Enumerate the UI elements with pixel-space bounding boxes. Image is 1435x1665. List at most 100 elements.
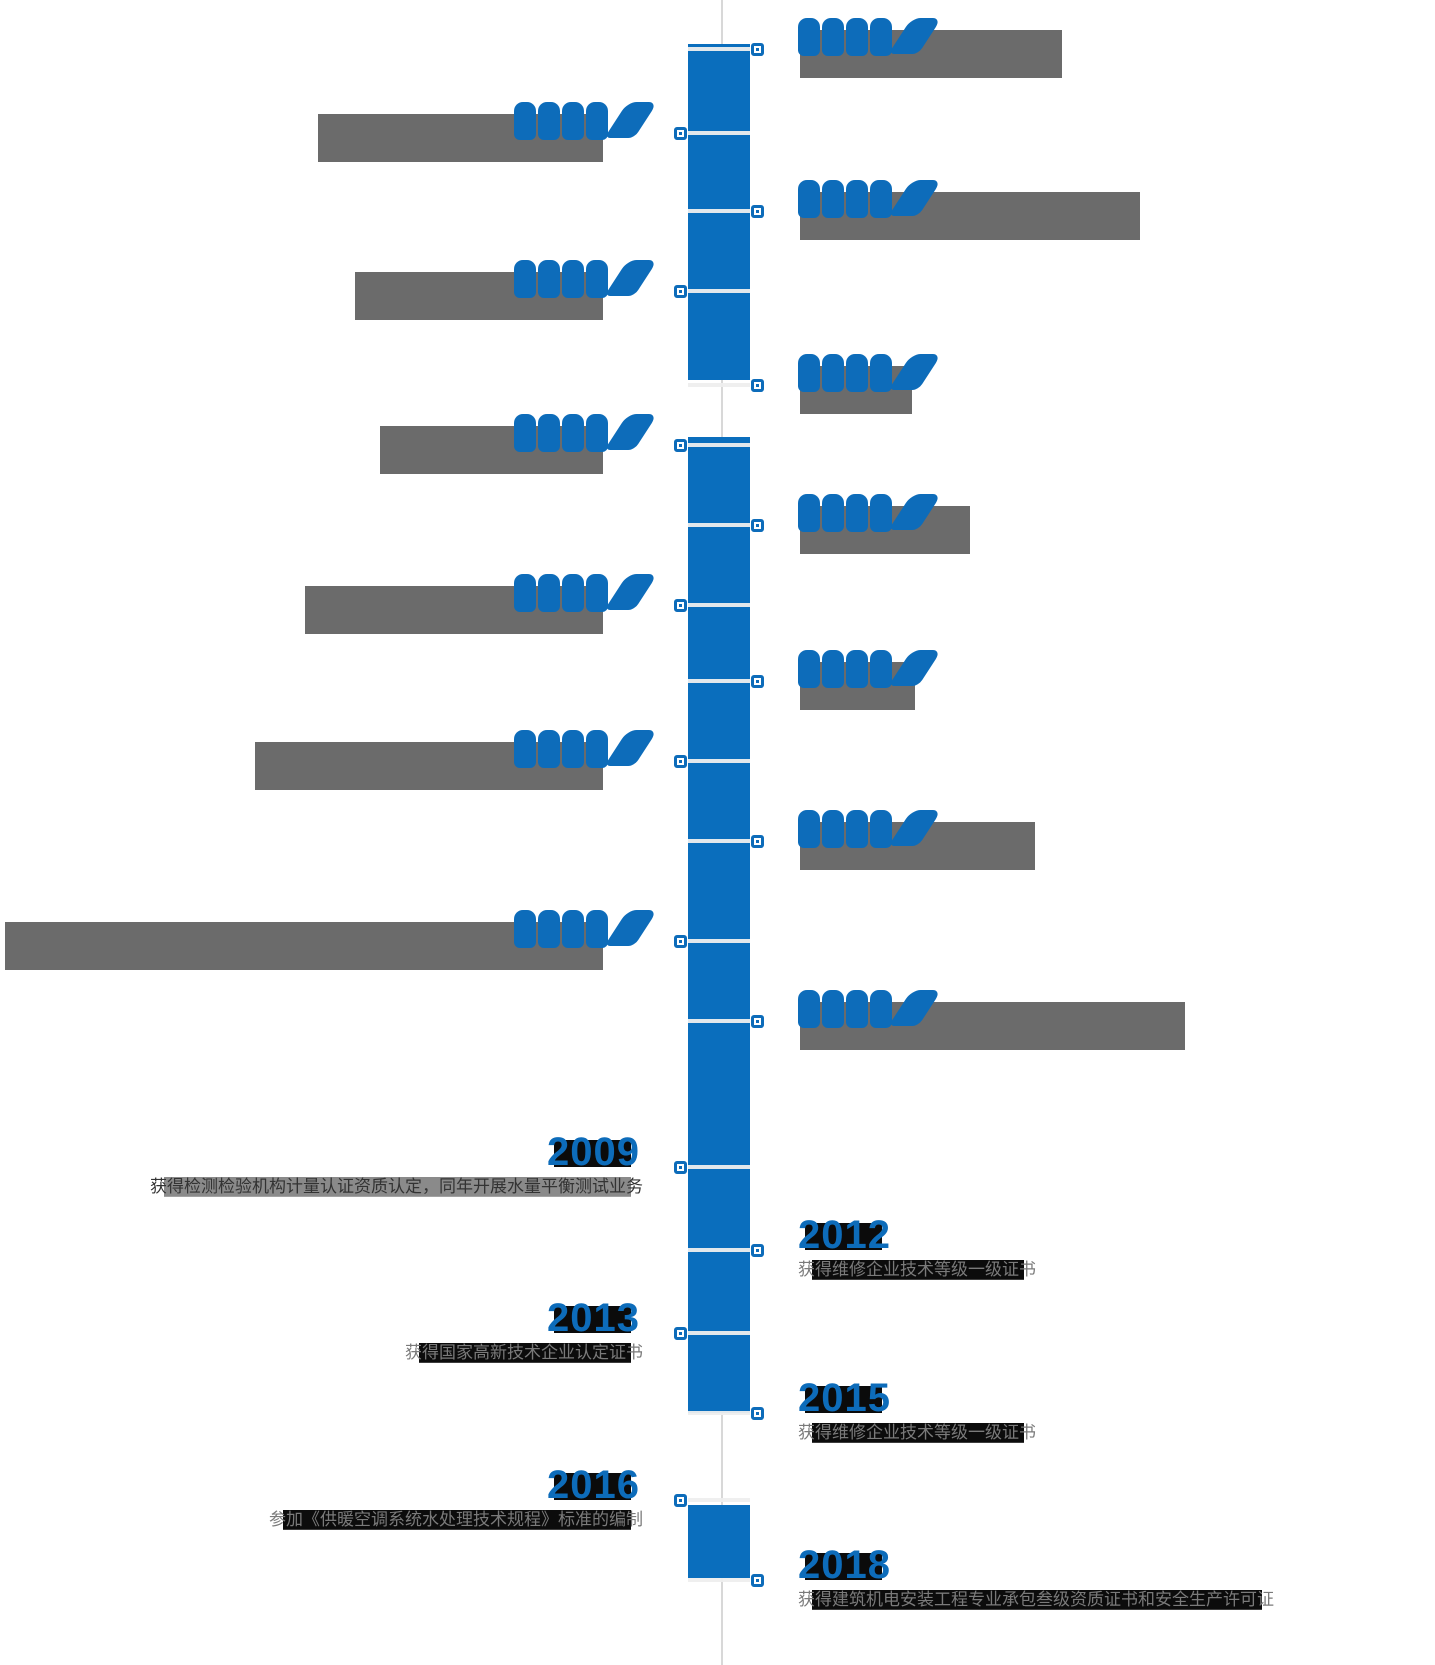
- obscured-year-glyph: [514, 730, 658, 770]
- timeline-bar-segment: [688, 437, 750, 1413]
- timeline-node-dot: [679, 1332, 682, 1335]
- obscured-digit-slant: [604, 730, 658, 766]
- obscured-digit: [822, 990, 844, 1028]
- timeline-node-dot: [756, 1020, 759, 1023]
- timeline-node-icon: [751, 1244, 764, 1257]
- timeline-node-icon: [751, 519, 764, 532]
- obscured-digit: [798, 810, 820, 848]
- entry-description: 获得维修企业技术等级一级证书: [798, 1422, 1036, 1444]
- timeline-tick: [688, 1019, 750, 1023]
- timeline-node-dot: [679, 1166, 682, 1169]
- entry-year: 2013: [547, 1296, 640, 1340]
- timeline-tick: [688, 289, 750, 293]
- timeline-node-dot: [756, 384, 759, 387]
- obscured-digit-slant: [604, 414, 658, 450]
- obscured-digit: [538, 574, 560, 612]
- obscured-digit: [562, 730, 584, 768]
- timeline-node-dot: [679, 760, 682, 763]
- obscured-digit: [822, 810, 844, 848]
- obscured-digit: [798, 990, 820, 1028]
- obscured-digit: [870, 650, 892, 688]
- entry-description: 参加《供暖空调系统水处理技术规程》标准的编制: [269, 1509, 643, 1531]
- obscured-year-glyph: [798, 18, 942, 58]
- obscured-digit: [514, 414, 536, 452]
- obscured-digit: [822, 354, 844, 392]
- timeline-tick: [688, 1331, 750, 1335]
- timeline-node-icon: [751, 835, 764, 848]
- timeline-node-icon: [674, 1494, 687, 1507]
- timeline-node-dot: [756, 1579, 759, 1582]
- timeline-node-dot: [679, 1499, 682, 1502]
- obscured-digit-slant: [888, 354, 942, 390]
- obscured-digit: [846, 810, 868, 848]
- obscured-year-glyph: [514, 414, 658, 454]
- obscured-digit: [586, 910, 608, 948]
- obscured-digit: [870, 810, 892, 848]
- obscured-digit: [846, 354, 868, 392]
- timeline-node-icon: [674, 1161, 687, 1174]
- obscured-digit: [586, 574, 608, 612]
- obscured-year-glyph: [514, 910, 658, 950]
- obscured-digit: [586, 102, 608, 140]
- obscured-year-glyph: [798, 494, 942, 534]
- obscured-digit: [870, 354, 892, 392]
- timeline-tick: [688, 1165, 750, 1169]
- timeline-tick: [688, 939, 750, 943]
- timeline-node-dot: [679, 290, 682, 293]
- obscured-year-glyph: [514, 102, 658, 142]
- obscured-year-glyph: [514, 574, 658, 614]
- timeline-tick: [688, 383, 750, 387]
- obscured-digit: [514, 730, 536, 768]
- obscured-digit: [846, 18, 868, 56]
- entry-year: 2012: [798, 1213, 891, 1257]
- timeline-node-dot: [756, 1412, 759, 1415]
- obscured-year-glyph: [798, 810, 942, 850]
- obscured-digit: [822, 18, 844, 56]
- obscured-digit: [538, 102, 560, 140]
- timeline-tick: [688, 759, 750, 763]
- selection-highlight: [355, 272, 603, 320]
- obscured-year-glyph: [798, 990, 942, 1030]
- obscured-digit: [798, 354, 820, 392]
- obscured-digit: [586, 260, 608, 298]
- entry-year: 2009: [547, 1130, 640, 1174]
- timeline-tick: [688, 209, 750, 213]
- timeline-node-icon: [751, 675, 764, 688]
- obscured-digit-slant: [604, 574, 658, 610]
- selection-highlight: [5, 922, 603, 970]
- obscured-digit: [846, 494, 868, 532]
- timeline-node-icon: [751, 379, 764, 392]
- timeline-node-dot: [679, 604, 682, 607]
- timeline-node-icon: [674, 755, 687, 768]
- obscured-digit: [514, 260, 536, 298]
- obscured-digit: [870, 494, 892, 532]
- entry-description: 获得检测检验机构计量认证资质认定，同年开展水量平衡测试业务: [150, 1176, 643, 1198]
- obscured-digit-slant: [604, 102, 658, 138]
- timeline-node-icon: [674, 439, 687, 452]
- obscured-digit: [514, 910, 536, 948]
- obscured-digit: [870, 990, 892, 1028]
- obscured-digit: [798, 494, 820, 532]
- timeline-node-dot: [756, 680, 759, 683]
- entry-year: 2016: [547, 1463, 640, 1507]
- obscured-digit: [562, 102, 584, 140]
- obscured-digit: [562, 574, 584, 612]
- entry-description: 获得国家高新技术企业认定证书: [405, 1342, 643, 1364]
- timeline-tick: [688, 47, 750, 51]
- obscured-digit: [822, 650, 844, 688]
- obscured-digit: [846, 990, 868, 1028]
- obscured-digit: [846, 650, 868, 688]
- entry-description: 获得建筑机电安装工程专业承包叁级资质证书和安全生产许可证: [798, 1589, 1274, 1611]
- timeline-node-icon: [674, 127, 687, 140]
- entry-year: 2018: [798, 1543, 891, 1587]
- timeline-tick: [688, 679, 750, 683]
- timeline-tick: [688, 1248, 750, 1252]
- obscured-digit: [822, 494, 844, 532]
- obscured-digit: [538, 260, 560, 298]
- timeline-node-icon: [751, 1015, 764, 1028]
- obscured-digit: [586, 730, 608, 768]
- obscured-digit: [846, 180, 868, 218]
- timeline-node-icon: [751, 1574, 764, 1587]
- timeline-tick: [688, 603, 750, 607]
